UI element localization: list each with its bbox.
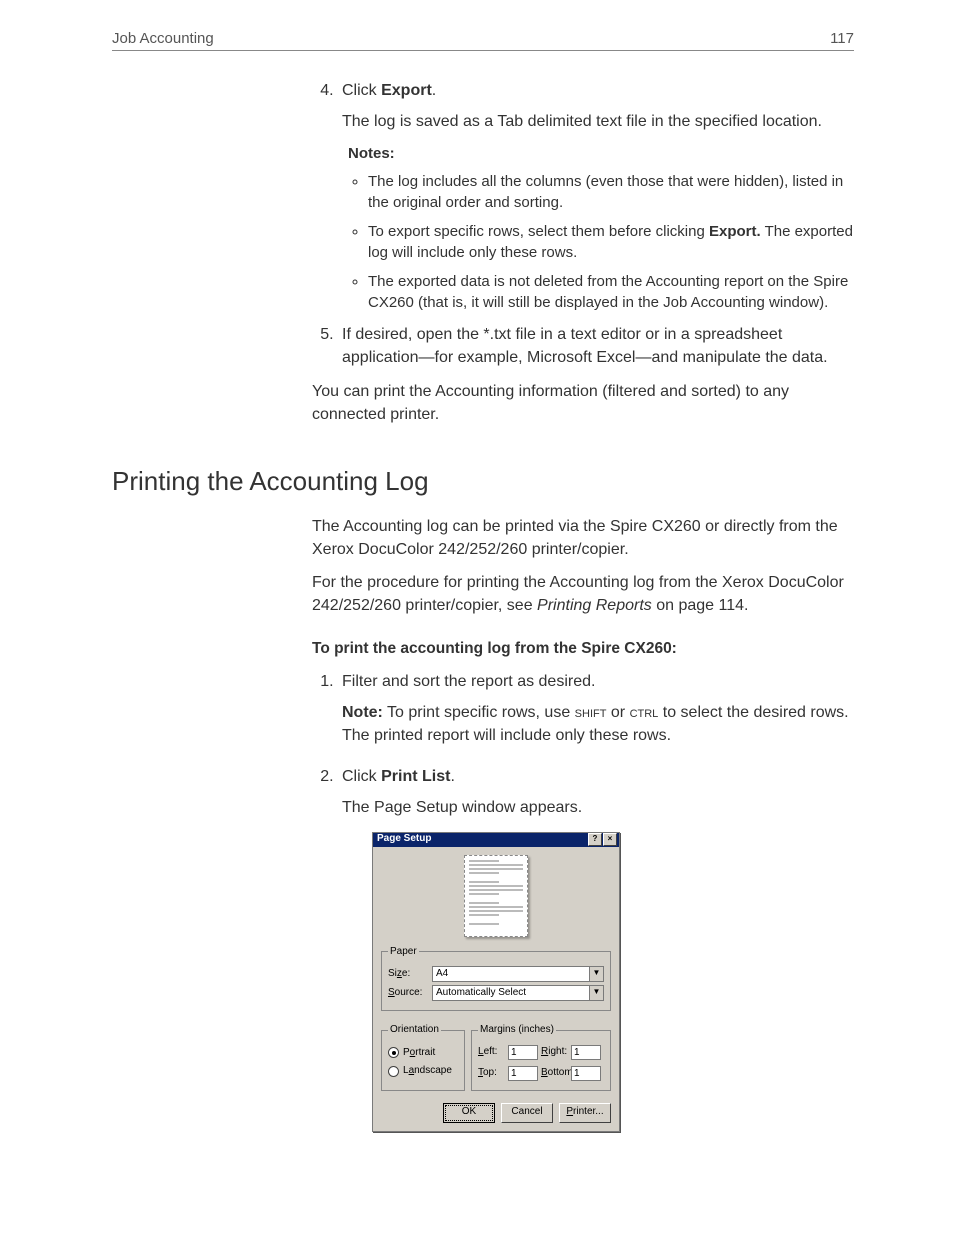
paper-legend: Paper — [388, 945, 419, 960]
paper-fieldset: Paper Size: A4 ▼ Source: — [381, 945, 611, 1012]
source-dropdown[interactable]: Automatically Select ▼ — [432, 985, 604, 1001]
margin-left-label: Left: — [478, 1045, 508, 1060]
margin-bottom-input[interactable]: 1 — [571, 1066, 601, 1081]
header-page-number: 117 — [830, 30, 854, 47]
margin-left-input[interactable]: 1 — [508, 1045, 538, 1060]
orientation-fieldset: Orientation Portrait Landscape — [381, 1023, 465, 1091]
size-value: A4 — [433, 967, 589, 981]
size-label: Size: — [388, 967, 432, 982]
margin-bottom-label: Bottom: — [541, 1066, 571, 1081]
section-p2: For the procedure for printing the Accou… — [312, 571, 854, 617]
notes-list: The log includes all the columns (even t… — [348, 171, 854, 313]
margin-right-input[interactable]: 1 — [571, 1045, 601, 1060]
page-header: Job Accounting 117 — [112, 30, 854, 51]
step-4-subtext: The log is saved as a Tab delimited text… — [342, 110, 854, 133]
step-4-text: Click Export. — [342, 82, 436, 99]
proc-step-2-sub: The Page Setup window appears. — [342, 796, 854, 819]
note-item: The log includes all the columns (even t… — [368, 171, 854, 213]
printer-button[interactable]: Printer... — [559, 1103, 611, 1123]
procedure-heading: To print the accounting log from the Spi… — [312, 640, 854, 658]
dialog-title: Page Setup — [375, 832, 588, 847]
close-button[interactable]: × — [603, 833, 617, 846]
portrait-label: Portrait — [403, 1046, 435, 1061]
ok-button[interactable]: OK — [443, 1103, 495, 1123]
step-4: Click Export. The log is saved as a Tab … — [338, 79, 854, 313]
proc-step-1-note: Note: To print specific rows, use shift … — [342, 701, 854, 747]
page-setup-dialog: Page Setup ? × — [372, 832, 620, 1132]
proc-step-2: Click Print List. The Page Setup window … — [338, 765, 854, 1131]
margin-top-label: Top: — [478, 1066, 508, 1081]
chevron-down-icon: ▼ — [589, 967, 603, 981]
proc-step-2-text: Click Print List. — [342, 768, 455, 785]
proc-step-1: Filter and sort the report as desired. N… — [338, 670, 854, 748]
step-5-text: If desired, open the *.txt file in a tex… — [342, 326, 828, 366]
section-p1: The Accounting log can be printed via th… — [312, 515, 854, 561]
section-heading: Printing the Accounting Log — [112, 466, 854, 497]
cancel-button[interactable]: Cancel — [501, 1103, 553, 1123]
landscape-label: Landscape — [403, 1064, 452, 1079]
margins-legend: Margins (inches) — [478, 1023, 556, 1038]
notes-heading: Notes: — [348, 143, 854, 165]
radio-icon — [388, 1047, 399, 1058]
page-preview — [464, 855, 528, 937]
header-section: Job Accounting — [112, 30, 214, 47]
portrait-radio[interactable]: Portrait — [388, 1046, 458, 1061]
note-item: To export specific rows, select them bef… — [368, 221, 854, 263]
source-value: Automatically Select — [433, 986, 589, 1000]
landscape-radio[interactable]: Landscape — [388, 1064, 458, 1079]
help-button[interactable]: ? — [588, 833, 602, 846]
note-item: The exported data is not deleted from th… — [368, 271, 854, 313]
margin-right-label: Right: — [541, 1045, 571, 1060]
margin-top-input[interactable]: 1 — [508, 1066, 538, 1081]
orientation-legend: Orientation — [388, 1023, 441, 1038]
margins-fieldset: Margins (inches) Left: 1 Right: 1 — [471, 1023, 611, 1091]
source-label: Source: — [388, 986, 432, 1001]
dialog-titlebar: Page Setup ? × — [373, 833, 619, 847]
chevron-down-icon: ▼ — [589, 986, 603, 1000]
size-dropdown[interactable]: A4 ▼ — [432, 966, 604, 982]
proc-step-1-text: Filter and sort the report as desired. — [342, 673, 595, 690]
step-5: If desired, open the *.txt file in a tex… — [338, 323, 854, 369]
radio-icon — [388, 1066, 399, 1077]
paragraph-below-steps: You can print the Accounting information… — [312, 380, 854, 426]
